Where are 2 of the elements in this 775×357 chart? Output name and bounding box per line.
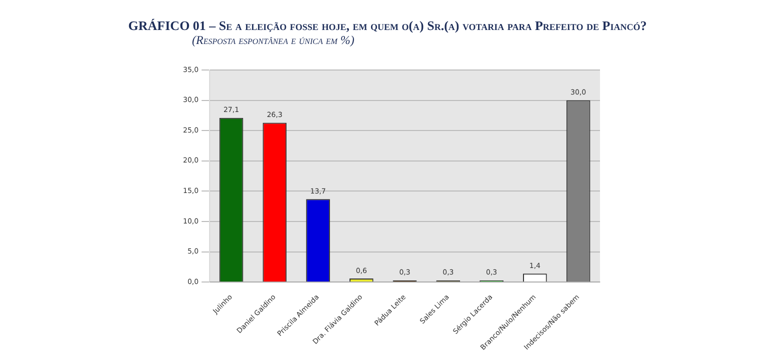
chart-subtitle: (Resposta espontânea e única em %) (192, 33, 354, 48)
chart-title: GRÁFICO 01 – Se a eleição fosse hoje, em quem o(a) Sr.(a) votaria para Prefeito de Piancó? (127, 18, 648, 34)
